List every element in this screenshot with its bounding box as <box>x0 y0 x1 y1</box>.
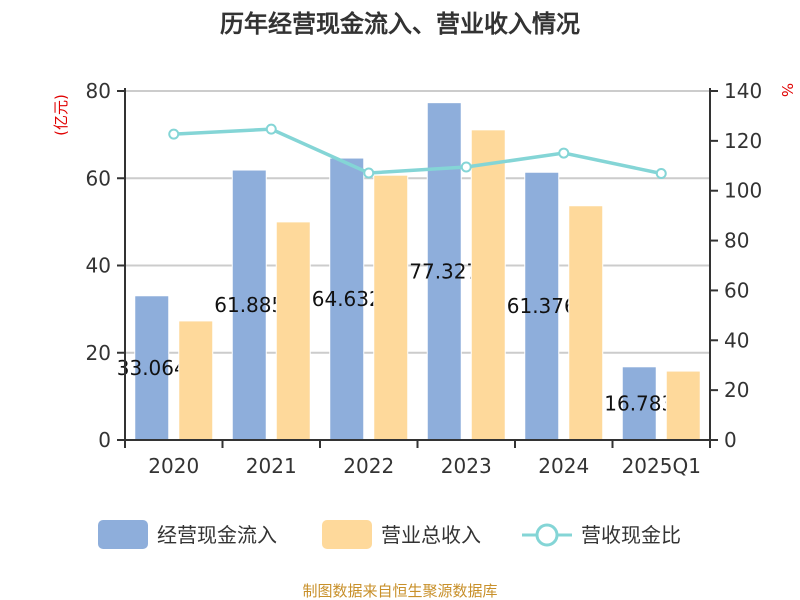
x-axis-tick-label: 2022 <box>343 454 394 478</box>
bar-revenue <box>373 174 409 441</box>
left-axis-tick-label: 60 <box>86 166 111 190</box>
right-axis-unit: % <box>778 83 796 97</box>
point-ratio <box>558 147 570 159</box>
right-axis-tick-label: 40 <box>724 328 749 352</box>
right-axis-tick-label: 100 <box>724 179 762 203</box>
left-axis-tick-label: 80 <box>86 79 111 103</box>
data-label-cash-inflow: 33.064 <box>117 356 187 380</box>
point-ratio <box>363 167 375 179</box>
x-axis-tick-label: 2023 <box>441 454 492 478</box>
point-ratio <box>265 123 277 135</box>
right-axis-tick-label: 20 <box>724 378 749 402</box>
line-ratio <box>173 127 662 176</box>
bar-cash-inflow <box>134 295 170 441</box>
x-axis-tick-label: 2024 <box>538 454 589 478</box>
bar-revenue <box>178 320 214 441</box>
data-label-cash-inflow: 16.783 <box>604 391 674 415</box>
x-axis-tick-label: 2021 <box>246 454 297 478</box>
data-label-cash-inflow: 77.327 <box>409 259 479 283</box>
bar-revenue <box>470 129 506 441</box>
bar-revenue <box>275 221 311 441</box>
left-axis-tick-label: 0 <box>98 428 111 452</box>
source-note: 制图数据来自恒生聚源数据库 <box>302 582 497 600</box>
legend-label-cash-inflow: 经营现金流入 <box>157 523 277 547</box>
right-axis-tick-label: 80 <box>724 229 749 253</box>
left-axis-tick-label: 40 <box>86 254 111 278</box>
right-axis-tick-label: 140 <box>724 79 762 103</box>
x-axis-tick-label: 2020 <box>148 454 199 478</box>
legend-swatch-cash-inflow <box>98 520 148 549</box>
bar-cash-inflow <box>524 171 560 441</box>
bar-cash-inflow <box>621 366 657 441</box>
legend-label-ratio: 营收现金比 <box>581 523 681 547</box>
left-axis-unit: (亿元) <box>52 94 70 136</box>
left-axis-tick-label: 20 <box>86 341 111 365</box>
legend-label-revenue: 营业总收入 <box>381 523 481 547</box>
data-label-cash-inflow: 61.885 <box>214 293 284 317</box>
bar-cash-inflow <box>426 102 462 441</box>
legend: 经营现金流入 营业总收入 营收现金比 <box>98 520 681 549</box>
bar-revenue <box>665 370 701 441</box>
legend-marker-ratio <box>535 523 559 547</box>
chart-title: 历年经营现金流入、营业收入情况 <box>220 10 580 38</box>
point-ratio <box>168 128 180 140</box>
bar-revenue <box>568 205 604 441</box>
right-axis-tick-label: 60 <box>724 278 749 302</box>
point-ratio <box>655 168 667 180</box>
point-ratio <box>460 161 472 173</box>
bar-cash-inflow <box>329 157 365 441</box>
data-label-cash-inflow: 61.376 <box>507 294 577 318</box>
data-label-cash-inflow: 64.632 <box>312 287 382 311</box>
legend-swatch-revenue <box>322 520 372 549</box>
right-axis-tick-label: 0 <box>724 428 737 452</box>
right-axis-tick-label: 120 <box>724 129 762 153</box>
x-axis-tick-label: 2025Q1 <box>622 454 701 478</box>
